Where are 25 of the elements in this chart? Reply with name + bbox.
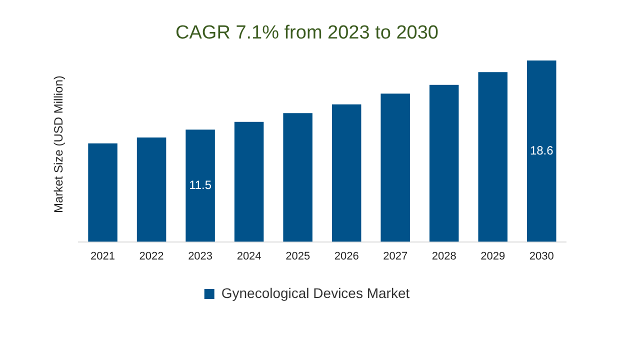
x-tick-label: 2021 [90,250,116,262]
bar [332,104,362,242]
x-tick-label: 2024 [236,250,262,262]
y-axis-title: Market Size (USD Million) [52,76,66,213]
bar [186,130,215,242]
data-label: 18.6 [530,143,554,158]
bar [136,137,166,242]
bar [429,84,459,242]
x-tick-label: 2027 [383,250,408,262]
data-label: 11.5 [189,178,212,192]
x-tick-label: 2029 [480,250,506,262]
x-tick-label: 2022 [139,250,164,262]
bar [88,143,118,242]
x-tick-label: 2028 [432,250,456,262]
x-tick-label: 2030 [529,250,554,262]
x-tick-label: 2026 [334,250,359,262]
bar [526,60,556,242]
bar [234,122,264,242]
x-tick-label: 2025 [286,250,310,262]
bar [478,72,508,242]
x-tick-label: 2023 [188,250,213,262]
chart-title: CAGR 7.1% from 2023 to 2030 [176,22,438,44]
bar [283,113,312,242]
legend-label: Gynecological Devices Market [221,284,410,301]
bar [380,94,410,242]
